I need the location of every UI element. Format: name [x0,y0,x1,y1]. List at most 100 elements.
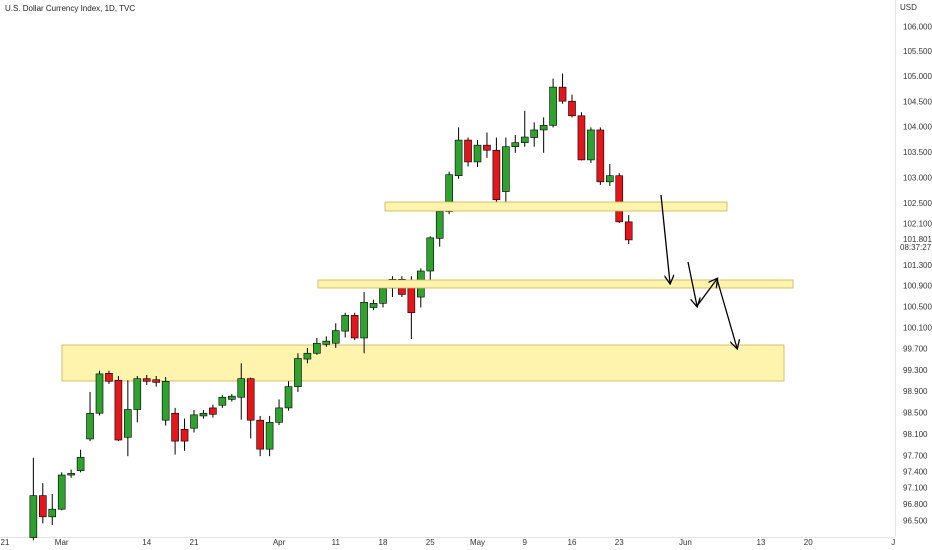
candle-body [426,237,435,272]
candle-body [124,409,132,438]
y-tick-label: 103.500 [903,148,932,157]
y-tick-label: 99.700 [903,345,928,354]
candle-body [180,429,189,442]
candle-body [284,386,293,409]
x-tick-label: 20 [804,538,813,547]
candle-body [624,221,633,241]
y-tick-label: 102.100 [903,220,932,229]
support-zones [61,344,785,382]
x-tick-label: 14 [142,538,151,547]
candle-body [530,129,539,138]
candle-body [38,495,47,518]
x-tick-label: 23 [615,538,624,547]
candle-body [86,412,94,440]
y-tick-label: 97.700 [903,451,928,460]
candle-body [558,86,567,102]
candle-body [577,115,586,161]
candle-body [341,315,350,332]
candle-body [445,174,453,212]
candle-body [152,379,160,383]
x-tick-label: Mar [55,538,69,547]
y-tick-label: 102.500 [903,199,932,208]
currency-label: USD [900,3,917,12]
candle-body [142,378,151,382]
candle-body [492,149,501,201]
x-tick-label: 16 [568,538,577,547]
y-tick-label: 97.100 [903,484,928,493]
x-tick-label: 25 [426,538,435,547]
y-tick-label: 101.300 [903,261,932,270]
candle-body [511,142,520,147]
y-tick-label: 99.300 [903,366,928,375]
candle-body [275,407,283,423]
zone [61,344,785,382]
candle-body [369,303,378,308]
y-tick-label: 105.000 [903,72,932,81]
y-tick-label: 105.500 [903,47,932,56]
x-tick-label: 13 [757,538,766,547]
candle-body [218,396,227,406]
y-tick-label: 100.100 [903,324,932,333]
projection-arrows [660,194,737,348]
x-tick-label: 21 [190,538,199,547]
candle-body [539,125,548,131]
candle-body [322,340,331,345]
x-tick-label: 9 [523,538,528,547]
candle-body [587,129,595,161]
candle-body [350,315,359,339]
candle-body [596,129,605,183]
y-tick-label: 96.800 [903,500,928,509]
candle-body [237,378,246,398]
countdown-label: 08:37:27 [900,243,932,252]
y-tick-label: 98.100 [903,430,928,439]
candle-body [331,330,340,344]
candle-body [483,144,491,151]
x-tick-label: J [891,538,895,547]
arrow [660,194,670,283]
candle-body [95,373,104,414]
y-tick-label: 96.500 [903,516,928,525]
candle-body [67,473,75,476]
zone [317,279,794,289]
candle-body [549,86,557,126]
candle-body [520,136,529,143]
candle-body [190,414,198,429]
candle-body [265,422,274,450]
candle-body [435,211,444,239]
zone [384,201,728,212]
candle-body [379,287,387,304]
candle-body [605,175,614,183]
candle-body [228,395,236,400]
last-price-label: 101.801 [903,235,932,244]
candle-body [57,474,66,510]
y-tick-label: 100.900 [903,282,932,291]
candle-body [246,378,255,421]
candle-body [171,412,179,442]
arrow [696,279,717,307]
candle-body [29,495,38,538]
x-tick-label: Apr [273,538,286,547]
y-tick-label: 97.400 [903,467,928,476]
candle-body [303,352,312,360]
arrow [716,278,737,348]
support-zones [317,201,794,289]
y-tick-label: 104.000 [903,123,932,132]
x-tick-label: May [470,538,485,547]
x-tick-label: 18 [379,538,388,547]
candle-body [473,144,482,163]
candle-body [294,358,302,387]
candle-body [502,146,510,192]
x-tick-label: Jun [679,538,692,547]
candle-body [615,175,624,223]
candle-body [48,508,57,518]
candle-body [360,301,368,339]
candle-body [133,378,142,410]
candle-body [199,412,208,417]
y-tick-label: 100.500 [903,303,932,312]
x-tick-label: 21 [1,538,10,547]
candle-body [454,139,463,177]
candle-body [114,379,123,441]
